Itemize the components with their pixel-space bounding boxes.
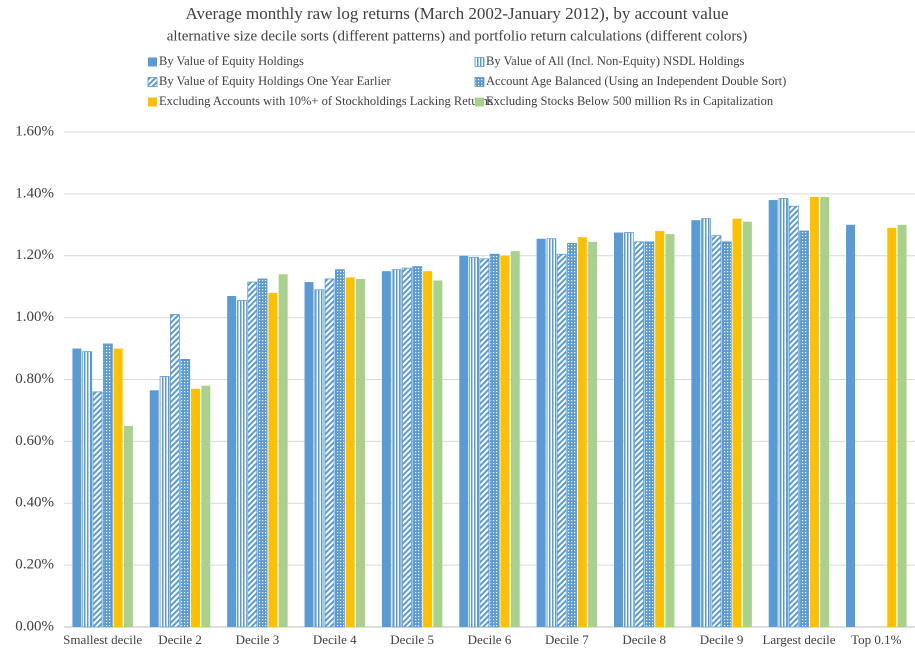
bar: [887, 227, 897, 627]
y-tick-label: 0.00%: [15, 618, 54, 634]
bar: [567, 242, 577, 628]
chart-subtitle: alternative size decile sorts (different…: [167, 28, 747, 44]
bar: [556, 253, 567, 628]
y-tick-label: 0.80%: [15, 371, 54, 387]
bar: [381, 271, 391, 627]
x-tick-label: Largest decile: [762, 632, 836, 647]
chart-title: Average monthly raw log returns (March 2…: [185, 4, 728, 23]
bar: [123, 425, 133, 627]
x-tick-label: Decile 8: [622, 632, 667, 647]
bar: [324, 278, 335, 628]
bar: [335, 269, 345, 628]
x-tick-label: Top 0.1%: [851, 632, 902, 647]
y-tick-label: 0.60%: [15, 433, 54, 449]
bar: [268, 292, 278, 627]
bar: [489, 253, 500, 628]
bar: [711, 235, 722, 628]
legend-label: By Value of Equity Holdings: [159, 54, 304, 68]
legend-label: Excluding Accounts with 10%+ of Stockhol…: [159, 94, 493, 108]
x-tick-label: Smallest decile: [63, 632, 143, 647]
bar: [356, 278, 366, 627]
bar: [180, 358, 191, 628]
bar: [788, 205, 799, 628]
legend-marker: [475, 97, 484, 107]
legend-marker: [474, 57, 485, 67]
bar: [820, 196, 830, 627]
legend-marker: [147, 77, 158, 87]
bar: [412, 266, 423, 628]
bar: [169, 314, 180, 628]
legend-label: Excluding Stocks Below 500 million Rs in…: [486, 94, 774, 108]
legend-label: By Value of All (Incl. Non-Equity) NSDL …: [486, 54, 744, 68]
bar: [701, 218, 712, 628]
bar: [227, 295, 237, 627]
bar: [665, 234, 675, 627]
legend-marker: [148, 57, 157, 67]
bar: [799, 230, 810, 628]
y-tick-label: 1.40%: [15, 185, 54, 201]
bar: [113, 348, 123, 627]
bar: [72, 348, 82, 627]
bar: [201, 385, 211, 627]
bar: [613, 232, 623, 627]
bar: [634, 241, 644, 628]
x-tick-label: Decile 3: [235, 632, 280, 647]
legend-marker: [148, 97, 157, 107]
x-tick-label: Decile 7: [545, 632, 589, 647]
bar: [623, 232, 634, 628]
bar: [469, 256, 479, 628]
bar: [588, 241, 598, 627]
y-tick-label: 1.00%: [15, 309, 54, 325]
bar: [391, 269, 402, 628]
bar: [768, 200, 778, 627]
y-tick-label: 1.60%: [15, 123, 54, 139]
bar: [92, 391, 103, 628]
bar: [433, 280, 443, 627]
bar: [732, 218, 742, 627]
bar: [247, 281, 258, 628]
y-tick-label: 0.40%: [15, 495, 54, 511]
legend-marker: [474, 77, 485, 87]
bar: [102, 343, 113, 628]
bar: [237, 300, 247, 628]
bar: [510, 251, 520, 627]
bar: [304, 282, 314, 627]
y-tick-label: 0.20%: [15, 557, 54, 573]
legend-label: Account Age Balanced (Using an Independe…: [486, 74, 786, 88]
x-tick-label: Decile 2: [158, 632, 202, 647]
x-tick-label: Decile 4: [312, 632, 357, 647]
bar: [278, 274, 288, 627]
bar: [577, 237, 587, 627]
bar: [846, 224, 856, 627]
bar: [809, 196, 819, 627]
bar: [897, 224, 907, 627]
bar: [546, 238, 557, 628]
legend-label: By Value of Equity Holdings One Year Ear…: [159, 74, 392, 88]
bar: [691, 220, 701, 627]
bar: [778, 198, 789, 628]
bar: [721, 241, 732, 628]
x-tick-label: Decile 5: [390, 632, 434, 647]
bar: [459, 255, 469, 627]
bar: [644, 241, 655, 628]
bar: [479, 258, 490, 628]
bar: [655, 231, 665, 627]
y-tick-label: 1.20%: [15, 247, 54, 263]
bar: [82, 351, 93, 628]
bar: [149, 390, 159, 627]
bar: [257, 278, 268, 628]
bar: [345, 277, 355, 627]
bar: [159, 376, 170, 628]
bar: [536, 238, 546, 627]
bar: [742, 221, 752, 627]
x-tick-label: Decile 6: [467, 632, 512, 647]
x-tick-label: Decile 9: [699, 632, 744, 647]
bar: [190, 388, 200, 627]
bar: [402, 267, 412, 628]
bar: [314, 289, 325, 628]
bar: [423, 271, 433, 627]
bar: [500, 255, 510, 627]
